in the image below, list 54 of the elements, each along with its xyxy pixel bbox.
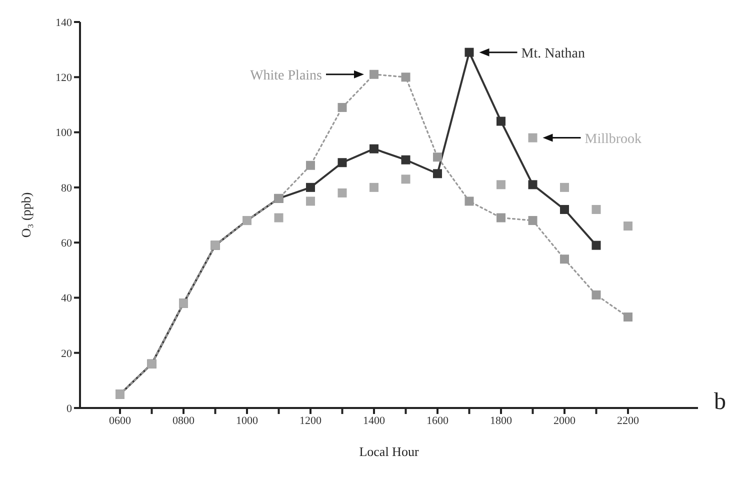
point (464, 196, 474, 206)
point (370, 70, 378, 79)
point (338, 102, 347, 112)
point (274, 213, 284, 222)
point (592, 290, 601, 300)
point (464, 48, 474, 57)
point (592, 240, 601, 250)
y-tick-label: 0 (66, 402, 72, 415)
point (433, 152, 442, 162)
point (560, 182, 569, 192)
series-label: White Plains (250, 68, 322, 84)
x-tick-label: 1200 (300, 414, 322, 427)
y-tick-label: 60 (61, 237, 72, 250)
point (560, 254, 569, 264)
y-tick-label: 140 (56, 16, 72, 29)
point (624, 312, 632, 322)
point (306, 182, 315, 192)
text: b (714, 389, 726, 416)
point (496, 213, 506, 222)
y-axis-title: O₃ (ppb) (18, 192, 34, 238)
x-tick-label: 1000 (236, 414, 258, 427)
point (306, 196, 315, 206)
x-tick-label: 1600 (426, 414, 449, 427)
point (401, 155, 410, 164)
x-tick-label: 1800 (490, 414, 512, 427)
point (433, 169, 442, 178)
x-axis-title: Local Hour (359, 444, 420, 459)
x-tick-label: 0600 (109, 414, 132, 427)
y-tick-label: 40 (61, 292, 72, 305)
y-tick-label: 20 (61, 348, 72, 360)
point (401, 72, 410, 82)
point (528, 180, 538, 190)
y-tick-label: 80 (61, 182, 72, 194)
x-tick-label: 2000 (554, 414, 576, 427)
point (528, 216, 538, 226)
y-tick-label: 100 (56, 127, 72, 140)
point (306, 160, 315, 170)
point (338, 188, 347, 198)
point (592, 204, 601, 214)
text: Mt. Nathan (521, 46, 586, 62)
text: Millbrook (584, 132, 642, 147)
point (560, 204, 569, 214)
x-tick-label: 0800 (172, 414, 195, 427)
y-tick-label: 120 (56, 72, 72, 84)
x-tick-label: 1400 (363, 414, 386, 427)
point (370, 144, 378, 154)
point (624, 222, 632, 231)
x-tick-label: 2200 (617, 414, 640, 427)
point (338, 158, 347, 168)
point (401, 174, 410, 184)
point (528, 133, 538, 142)
point (370, 182, 378, 192)
point (496, 180, 506, 190)
point (496, 116, 506, 126)
